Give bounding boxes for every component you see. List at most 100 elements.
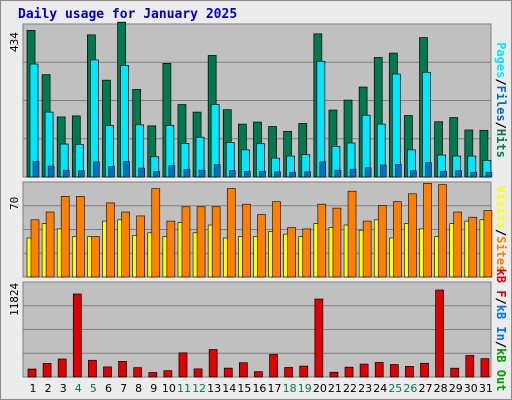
pages-bar — [198, 169, 206, 178]
x-tick-label: 4 — [75, 382, 82, 395]
kbf-bar — [480, 358, 490, 378]
kbf-bar — [118, 361, 127, 378]
kbf-bar — [269, 354, 278, 378]
pages-bar — [425, 162, 432, 178]
kbf-bar — [284, 367, 293, 378]
legend-entry: kB In — [494, 305, 508, 341]
kbf-bar — [420, 362, 429, 378]
kbf-bar — [435, 289, 444, 378]
kbf-bar — [208, 349, 218, 378]
kbf-bar — [329, 371, 339, 378]
sites-bar — [106, 202, 115, 278]
kbf-bar — [163, 370, 173, 378]
kbf-bar — [178, 352, 188, 378]
y-max-label: 70 — [8, 197, 21, 210]
kbf-bar — [359, 363, 369, 378]
x-tick-label: 9 — [150, 382, 157, 395]
pages-bar — [289, 171, 296, 178]
legend-entry: Hits — [494, 129, 508, 158]
kbf-bar — [389, 364, 399, 378]
sites-bar — [332, 207, 342, 278]
files-bar — [120, 65, 129, 178]
sites-bar — [136, 215, 145, 278]
legend: Visits/Sites — [494, 186, 508, 273]
chart-title: Daily usage for January 2025 — [18, 7, 238, 22]
x-tick-label: 30 — [464, 382, 478, 395]
sites-bar — [453, 211, 463, 278]
sites-bar — [166, 220, 176, 278]
pages-bar — [138, 167, 145, 178]
pages-bar — [93, 161, 100, 178]
x-tick-label: 10 — [162, 382, 176, 395]
files-bar — [422, 71, 431, 178]
sites-bar — [75, 196, 85, 278]
sites-bar — [377, 205, 387, 278]
kbf-bar — [72, 293, 82, 378]
sites-bar — [393, 201, 402, 278]
pages-bar — [349, 168, 357, 178]
files-bar — [391, 73, 401, 178]
kbf-bar — [405, 366, 414, 378]
legend-entry: Sites — [494, 236, 508, 272]
sites-bar — [408, 193, 417, 278]
kbf-bar — [57, 358, 67, 378]
pages-bar — [47, 165, 55, 178]
sites-bar — [30, 219, 40, 278]
sites-bar — [181, 206, 191, 278]
x-tick-label: 2 — [45, 382, 52, 395]
sites-bar — [317, 203, 327, 278]
kbf-bar — [254, 371, 263, 378]
legend-entry: kB F — [494, 269, 508, 298]
pages-bar — [259, 170, 266, 178]
x-tick-label: 18 — [283, 382, 297, 395]
x-tick-label: 8 — [135, 382, 142, 395]
kbf-bar — [148, 372, 158, 378]
x-tick-label: 1 — [30, 382, 37, 395]
x-tick-label: 17 — [268, 382, 282, 395]
pages-bar — [213, 164, 221, 178]
sites-bar — [272, 201, 281, 278]
pages-bar — [455, 170, 462, 178]
y-max-label: 434 — [8, 32, 21, 52]
x-tick-label: 29 — [449, 382, 463, 395]
pages-bar — [274, 171, 281, 178]
pages-bar — [32, 161, 40, 178]
x-tick-label: 16 — [252, 382, 266, 395]
x-tick-label: 26 — [403, 382, 417, 395]
sites-bar — [302, 228, 312, 278]
sites-bar — [60, 196, 70, 278]
sites-bar — [257, 214, 266, 278]
x-tick-label: 25 — [388, 382, 402, 395]
x-tick-label: 27 — [419, 382, 433, 395]
x-tick-label: 31 — [479, 382, 493, 395]
kbf-bar — [103, 366, 112, 378]
pages-bar — [410, 170, 417, 178]
kbf-bar — [314, 298, 324, 378]
legend-entry: / — [494, 78, 508, 85]
sites-bar — [468, 216, 478, 278]
pages-bar — [153, 171, 161, 178]
kbf-bar — [344, 366, 354, 378]
legend-entry: / — [494, 229, 508, 236]
sites-bar — [438, 184, 447, 278]
sites-bar — [423, 183, 432, 278]
kbf-bar — [239, 362, 248, 378]
sites-bar — [287, 227, 296, 278]
sites-bar — [211, 206, 221, 278]
kbf-bar — [42, 363, 52, 378]
pages-bar — [244, 171, 251, 178]
sites-bar — [121, 211, 130, 278]
sites-bar — [362, 220, 372, 278]
x-tick-label: 12 — [192, 382, 206, 395]
pages-bar — [108, 166, 115, 178]
x-tick-label: 11 — [177, 382, 191, 395]
kbf-bar — [374, 362, 384, 378]
sites-bar — [196, 206, 206, 278]
legend-entry: / — [494, 122, 508, 129]
x-tick-label: 19 — [298, 382, 312, 395]
kbf-bar — [133, 367, 143, 378]
x-tick-label: 20 — [313, 382, 327, 395]
pages-bar — [395, 164, 402, 178]
kbf-bar — [465, 355, 475, 378]
